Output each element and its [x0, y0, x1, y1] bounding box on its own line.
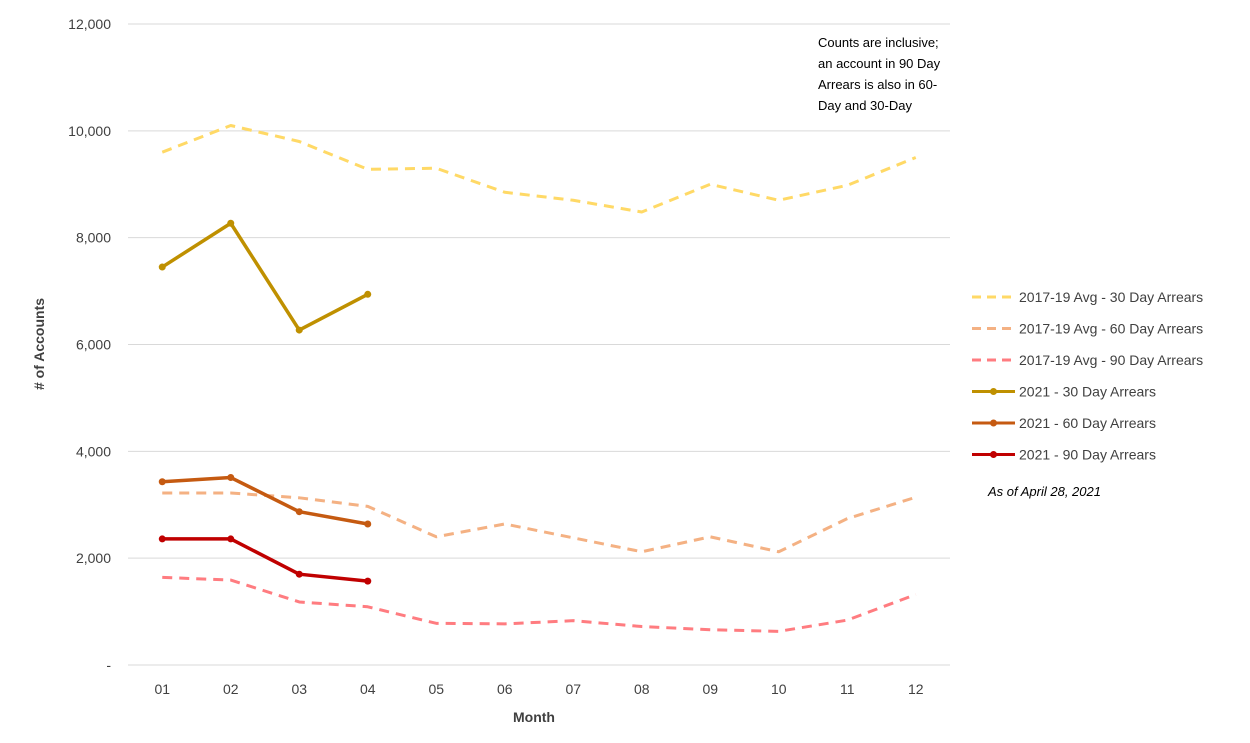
x-tick-label: 04 — [360, 681, 376, 697]
data-point — [364, 290, 372, 298]
x-tick-label: 02 — [223, 681, 239, 697]
series-line-4 — [160, 221, 370, 332]
x-tick-label: 08 — [634, 681, 650, 697]
y-tick-label: 6,000 — [76, 337, 111, 353]
y-tick-label: 4,000 — [76, 443, 111, 459]
legend-marker — [990, 451, 997, 458]
data-point — [295, 508, 303, 516]
x-tick-label: 10 — [771, 681, 787, 697]
note-line-1: Counts are inclusive; — [818, 35, 939, 50]
legend-label: 2021 - 90 Day Arrears — [1019, 447, 1156, 463]
series-line-5 — [160, 475, 370, 526]
legend-marker — [990, 388, 997, 395]
x-tick-label: 09 — [702, 681, 718, 697]
data-point — [364, 520, 372, 528]
x-axis-ticks: 01 02 03 04 05 06 07 08 09 10 11 12 — [154, 681, 923, 697]
x-tick-label: 07 — [565, 681, 581, 697]
y-axis-title: # of Accounts — [31, 298, 47, 390]
x-tick-label: 11 — [840, 681, 855, 697]
y-tick-label: 12,000 — [68, 16, 111, 32]
note-line-3: Arrears is also in 60- — [818, 77, 937, 92]
legend-label: 2017-19 Avg - 60 Day Arrears — [1019, 321, 1203, 337]
legend: 2017-19 Avg - 30 Day Arrears 2017-19 Avg … — [972, 289, 1203, 463]
y-tick-label: 2,000 — [76, 550, 111, 566]
data-point — [364, 577, 372, 585]
as-of-date: As of April 28, 2021 — [987, 484, 1101, 499]
series-line-3 — [162, 575, 917, 633]
note-line-4: Day and 30-Day — [818, 98, 912, 113]
legend-label: 2017-19 Avg - 90 Day Arrears — [1019, 352, 1203, 368]
legend-label: 2017-19 Avg - 30 Day Arrears — [1019, 289, 1203, 305]
data-point — [295, 326, 303, 334]
series-line-2 — [162, 491, 917, 554]
y-tick-label: 8,000 — [76, 230, 111, 246]
note-line-2: an account in 90 Day — [818, 56, 941, 71]
y-tick-label: 10,000 — [68, 123, 111, 139]
data-point — [227, 219, 235, 227]
x-tick-label: 05 — [428, 681, 444, 697]
series-line-1 — [161, 123, 917, 214]
y-tick-label: - — [106, 657, 111, 673]
data-point — [227, 474, 235, 482]
x-tick-label: 06 — [497, 681, 513, 697]
x-tick-label: 03 — [291, 681, 307, 697]
data-point — [158, 535, 166, 543]
series-lines — [158, 123, 917, 633]
data-point — [295, 570, 303, 578]
legend-label: 2021 - 30 Day Arrears — [1019, 384, 1156, 400]
data-point — [158, 263, 166, 271]
y-axis-ticks: - 2,000 4,000 6,000 8,000 10,000 12,000 — [68, 16, 111, 673]
gridlines — [128, 23, 950, 666]
x-tick-label: 01 — [154, 681, 170, 697]
legend-marker — [990, 419, 997, 427]
data-point — [158, 478, 166, 486]
x-axis-title: Month — [513, 709, 555, 725]
data-point — [227, 535, 235, 543]
x-tick-label: 12 — [908, 681, 924, 697]
legend-label: 2021 - 60 Day Arrears — [1019, 415, 1156, 431]
series-line-6 — [160, 537, 370, 583]
